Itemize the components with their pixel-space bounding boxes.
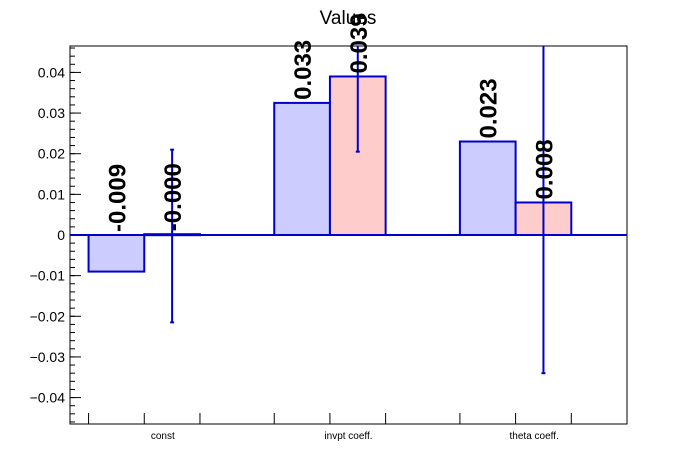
data-label: 0.023 bbox=[476, 78, 503, 138]
y-tick-label: 0.02 bbox=[38, 146, 65, 162]
data-label: 0.033 bbox=[290, 40, 317, 100]
y-tick-label: 0 bbox=[57, 227, 65, 243]
y-tick-label: 0.04 bbox=[38, 64, 65, 80]
bar bbox=[458, 140, 517, 236]
x-category-label: const bbox=[151, 431, 175, 442]
x-category-label: theta coeff. bbox=[510, 431, 559, 442]
y-tick-label: −0.03 bbox=[30, 349, 66, 365]
y-tick-label: 0.03 bbox=[38, 105, 65, 121]
y-tick-label: −0.01 bbox=[30, 268, 66, 284]
plot-area: −0.04 −0.03 −0.02 −0.01 0 0.01 0.02 0.03 0.04 con… bbox=[30, 13, 628, 442]
bar bbox=[87, 234, 146, 273]
data-label: 0.039 bbox=[346, 13, 373, 73]
y-tick-label: 0.01 bbox=[38, 186, 65, 202]
bar bbox=[273, 101, 331, 236]
y-tick-label: −0.04 bbox=[30, 390, 66, 406]
data-label: 0.008 bbox=[531, 139, 558, 199]
chart-title: Values bbox=[320, 8, 377, 29]
y-tick-label: −0.02 bbox=[30, 308, 66, 324]
x-category-label: invpt coeff. bbox=[324, 431, 372, 442]
data-label: -0.009 bbox=[104, 164, 131, 232]
data-label: -0.000 bbox=[160, 163, 187, 231]
